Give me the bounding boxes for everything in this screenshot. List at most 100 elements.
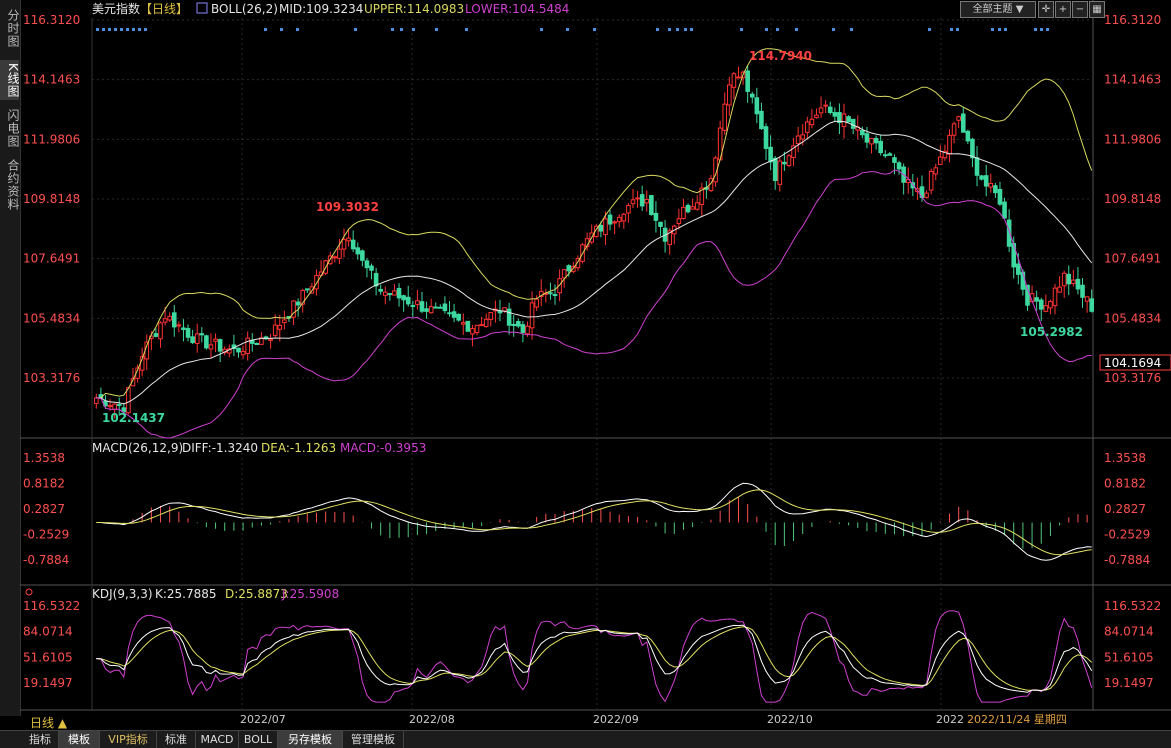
x-label-aug: 2022/08 [409,713,455,726]
event-marker [740,28,743,31]
boll-mid: MID:109.3234 [279,2,363,16]
candle-body [795,135,801,145]
candle-body [653,212,659,221]
candle-body [167,315,172,321]
candle-body [805,121,810,133]
candle-body [685,204,691,213]
x-label-sep: 2022/09 [593,713,639,726]
tab-manage-template[interactable]: 管理模板 [343,731,404,748]
tab-template[interactable]: 模板 [59,731,100,748]
zoom-in-button[interactable]: + [1055,1,1071,18]
candle-body [658,221,663,227]
candle-body [107,404,113,408]
event-marker [412,28,415,31]
tab-standard[interactable]: 标准 [157,731,196,748]
event-marker [280,28,283,31]
kdj-tick-left: 51.6105 [23,650,73,664]
high-annotation-1: 109.3032 [316,200,379,214]
tab-contract-info[interactable]: 合约资料 [6,159,20,211]
tab-flash-chart[interactable]: 闪电图 [6,108,20,148]
candle-body [731,73,737,88]
candle-body [1080,284,1085,298]
candle-body [520,324,526,333]
candle-body [470,328,475,335]
price-tick-left: 103.3176 [23,371,80,385]
event-marker [684,28,687,31]
kdj-settings-icon[interactable] [25,588,33,596]
candle-body [1043,305,1049,312]
candle-body [158,322,163,340]
candle-body [378,288,383,292]
candle-body [396,287,402,299]
candle-body [800,134,806,140]
tab-time-chart[interactable]: 分时图 [6,8,20,48]
candle-body [185,328,191,338]
boll-upper-line [96,48,1093,399]
candle-body [1075,278,1081,290]
candle-body [947,134,952,155]
price-tick-left: 114.1463 [23,73,80,87]
period-dropdown[interactable]: 日线 ▲ [30,716,68,730]
event-marker [354,28,357,31]
candle-body [126,387,131,414]
candle-body [956,116,961,121]
candle-body [355,247,361,255]
candle-body [254,342,260,345]
tab-kline-chart[interactable]: K线图 [0,60,20,100]
event-marker [850,28,853,31]
boll-lower-line [96,169,1092,439]
macd-tick-left: 0.2827 [23,502,65,516]
candle-body [1048,301,1053,309]
event-marker [1034,28,1037,31]
candle-body [639,194,645,207]
tab-vip-indicator[interactable]: VIP指标 [100,731,157,748]
zoom-out-button[interactable]: − [1072,1,1088,18]
candle-body [350,239,356,250]
candle-body [759,110,764,130]
tab-save-template[interactable]: 另存模板 [278,731,343,748]
kdj-d: D:25.8873 [225,587,288,601]
candle-body [305,288,310,291]
tab-macd[interactable]: MACD [196,731,239,748]
candle-body [827,106,833,114]
macd-tick-right: 0.2827 [1104,502,1146,516]
candle-body [502,307,507,312]
price-tick-left: 107.6491 [23,252,80,266]
price-tick-right: 105.4834 [1104,311,1161,325]
macd-tick-right: -0.2529 [1104,528,1150,542]
candle-body [575,258,581,269]
theme-select[interactable]: 全部主题 ▼ [960,1,1036,18]
candle-body [236,347,241,353]
candle-body [1071,279,1076,285]
macd-tick-left: -0.7884 [23,553,69,567]
boll-lower: LOWER:104.5484 [465,2,569,16]
event-marker [264,28,267,31]
candle-body [837,112,842,124]
x-label-jul: 2022/07 [240,713,286,726]
candle-body [346,237,351,242]
macd-title: MACD(26,12,9) [92,441,183,455]
candle-body [116,403,122,406]
event-marker [991,28,994,31]
candle-body [1025,284,1030,306]
sidebar: 分时图 K线图 闪电图 合约资料 [0,0,21,716]
event-marker [144,28,147,31]
kline-chart[interactable]: 116.3120 116.3120 114.1463 114.1463 111.9806… [20,0,1171,730]
candle-body [749,93,755,98]
crosshair-button[interactable]: ✛ [1038,1,1054,18]
candle-body [190,336,195,344]
candle-body [460,322,466,325]
candle-body [809,118,815,126]
candle-body [635,197,640,200]
macd-diff-line [96,482,1092,561]
candle-body [860,129,865,136]
chart-toggle-button[interactable]: ▦ [1089,1,1105,18]
candle-body [763,126,769,149]
candle-body [768,146,773,163]
tab-boll[interactable]: BOLL [239,731,278,748]
candle-body [456,313,461,321]
tab-indicator[interactable]: 指标 [22,731,59,748]
macd-value: MACD:-0.3953 [340,441,426,455]
candle-body [745,70,750,92]
kdj-k-line [96,624,1093,693]
